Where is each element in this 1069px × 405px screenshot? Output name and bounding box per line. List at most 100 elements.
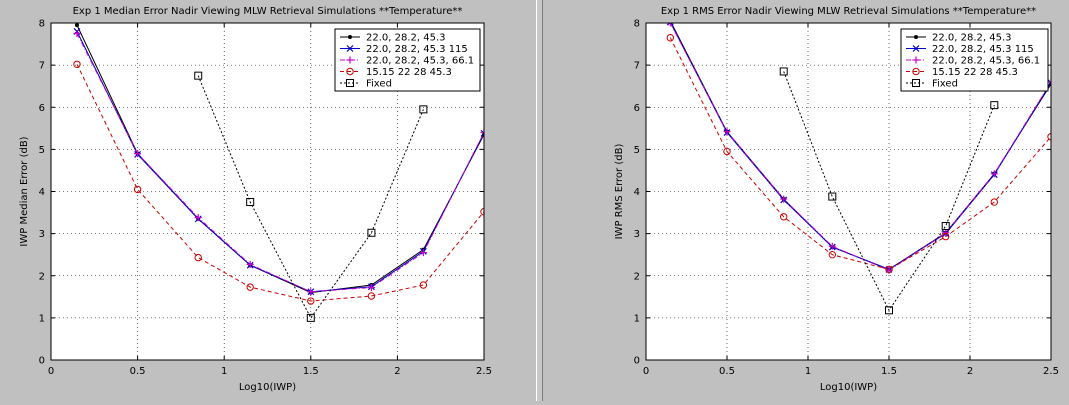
legend: 22.0, 28.2, 45.322.0, 28.2, 45.3 11522.0… bbox=[334, 28, 481, 92]
y-tick-label: 4 bbox=[634, 187, 640, 198]
series-3-point bbox=[1047, 78, 1051, 86]
y-tick-label: 7 bbox=[39, 61, 45, 72]
median-error-chart: 0 0.5 1 1.5 2 2.5 0 1 2 3 4 5 6 7 8 Exp 1 Median Error … bbox=[19, 6, 492, 393]
y-tick-label: 8 bbox=[634, 19, 640, 30]
x-tick-label: 2 bbox=[394, 366, 400, 377]
series-group bbox=[73, 23, 484, 322]
legend-marker-5 bbox=[346, 79, 354, 87]
legend-marker-1 bbox=[914, 35, 918, 39]
legend-marker-2 bbox=[346, 45, 354, 52]
series-line-4 bbox=[669, 37, 1051, 270]
series-4-point bbox=[942, 232, 950, 241]
x-tick-label: 1 bbox=[221, 366, 227, 377]
ticks: 0 0.5 1 1.5 2 2.5 0 1 2 3 4 5 6 7 8 bbox=[634, 19, 1059, 378]
rms-error-chart: 0 0.5 1 1.5 2 2.5 0 1 2 3 4 5 6 7 8 Exp 1 RMS Error Nad… bbox=[614, 6, 1059, 393]
series-3-point bbox=[419, 249, 427, 257]
series-4-point bbox=[666, 34, 675, 42]
series-4-point bbox=[990, 198, 998, 206]
series-group bbox=[666, 23, 1051, 315]
y-axis-label: IWP Median Error (dB) bbox=[19, 136, 30, 246]
chart-title: Exp 1 Median Error Nadir Viewing MLW Ret… bbox=[73, 6, 463, 17]
series-2-point bbox=[480, 129, 484, 137]
series-5-point bbox=[990, 101, 999, 110]
legend-marker-3 bbox=[912, 56, 920, 64]
series-4-point bbox=[780, 213, 788, 221]
series-5-point bbox=[828, 192, 837, 201]
series-3-point bbox=[194, 214, 202, 222]
y-tick-label: 5 bbox=[39, 145, 45, 156]
x-tick-label: 1.5 bbox=[303, 366, 319, 377]
legend-label-4: 15.15 22 28 45.3 bbox=[932, 67, 1018, 78]
y-tick-label: 6 bbox=[634, 103, 640, 114]
legend-label-2: 22.0, 28.2, 45.3 115 bbox=[366, 44, 468, 55]
series-1-point bbox=[74, 23, 79, 28]
series-line-4 bbox=[76, 64, 484, 302]
series-line-2 bbox=[670, 23, 1051, 270]
y-tick-label: 3 bbox=[634, 229, 640, 240]
legend-marker-3 bbox=[346, 56, 354, 64]
y-tick-label: 4 bbox=[39, 187, 45, 198]
series-3-point bbox=[990, 170, 998, 178]
series-4-point bbox=[419, 281, 428, 289]
panel-divider bbox=[536, 0, 543, 401]
y-tick-label: 6 bbox=[39, 103, 45, 114]
y-axis-label: IWP RMS Error (dB) bbox=[614, 144, 625, 240]
x-tick-label: 2 bbox=[967, 366, 973, 377]
series-3-point bbox=[73, 30, 81, 38]
series-3-point bbox=[367, 284, 375, 292]
x-tick-label: 0 bbox=[48, 366, 54, 377]
series-4-point bbox=[367, 292, 376, 300]
series-3-point bbox=[307, 288, 315, 296]
legend-label-2: 22.0, 28.2, 45.3 115 bbox=[932, 44, 1034, 55]
legend-marker-4 bbox=[346, 67, 354, 76]
legend-marker-5 bbox=[912, 79, 920, 87]
series-4-point bbox=[246, 283, 254, 291]
legend-label-3: 22.0, 28.2, 45.3, 66.1 bbox=[366, 56, 474, 67]
legend-label-5: Fixed bbox=[932, 79, 958, 90]
series-5-point bbox=[367, 228, 376, 237]
y-tick-label: 3 bbox=[39, 229, 45, 240]
series-4-point bbox=[73, 60, 81, 68]
median-error-panel: 0 0.5 1 1.5 2 2.5 0 1 2 3 4 5 6 7 8 Exp 1 Median Error … bbox=[0, 0, 536, 401]
series-3-point bbox=[828, 242, 836, 250]
y-tick-label: 1 bbox=[634, 313, 640, 324]
series-4-point bbox=[828, 250, 836, 259]
series-5-point bbox=[194, 71, 203, 80]
series-4-point bbox=[194, 253, 202, 262]
x-tick-label: 0 bbox=[643, 366, 649, 377]
series-4-point bbox=[885, 265, 893, 274]
series-5-point bbox=[885, 306, 893, 315]
series-3-point bbox=[480, 129, 484, 137]
series-line-3 bbox=[76, 33, 484, 293]
ticks: 0 0.5 1 1.5 2 2.5 0 1 2 3 4 5 6 7 8 bbox=[39, 19, 492, 378]
series-3-point bbox=[666, 23, 674, 27]
x-tick-label: 0.5 bbox=[719, 366, 735, 377]
y-tick-label: 0 bbox=[634, 356, 640, 367]
series-line-3 bbox=[669, 23, 1051, 271]
series-5-point bbox=[306, 313, 315, 322]
series-line-2 bbox=[76, 31, 484, 293]
series-3-point bbox=[246, 260, 254, 268]
x-tick-label: 1 bbox=[805, 366, 811, 377]
y-tick-label: 0 bbox=[39, 356, 45, 367]
series-3-point bbox=[942, 229, 950, 237]
x-tick-label: 2.5 bbox=[476, 366, 492, 377]
series-5-point bbox=[779, 67, 788, 76]
y-tick-label: 1 bbox=[39, 313, 45, 324]
series-4-point bbox=[133, 185, 142, 194]
series-5-point bbox=[419, 105, 428, 114]
series-3-point bbox=[780, 195, 788, 203]
series-2-point bbox=[666, 23, 674, 26]
chart-title: Exp 1 RMS Error Nadir Viewing MLW Retrie… bbox=[661, 6, 1036, 17]
series-4-point bbox=[723, 147, 731, 156]
x-axis-label: Log10(IWP) bbox=[820, 382, 877, 393]
legend-box bbox=[334, 28, 481, 92]
legend-box bbox=[900, 28, 1049, 92]
y-tick-label: 8 bbox=[39, 19, 45, 30]
x-tick-label: 1.5 bbox=[881, 366, 897, 377]
series-5-point bbox=[941, 222, 950, 231]
y-tick-label: 7 bbox=[634, 61, 640, 72]
x-tick-label: 2.5 bbox=[1043, 366, 1059, 377]
x-tick-label: 0.5 bbox=[130, 366, 146, 377]
